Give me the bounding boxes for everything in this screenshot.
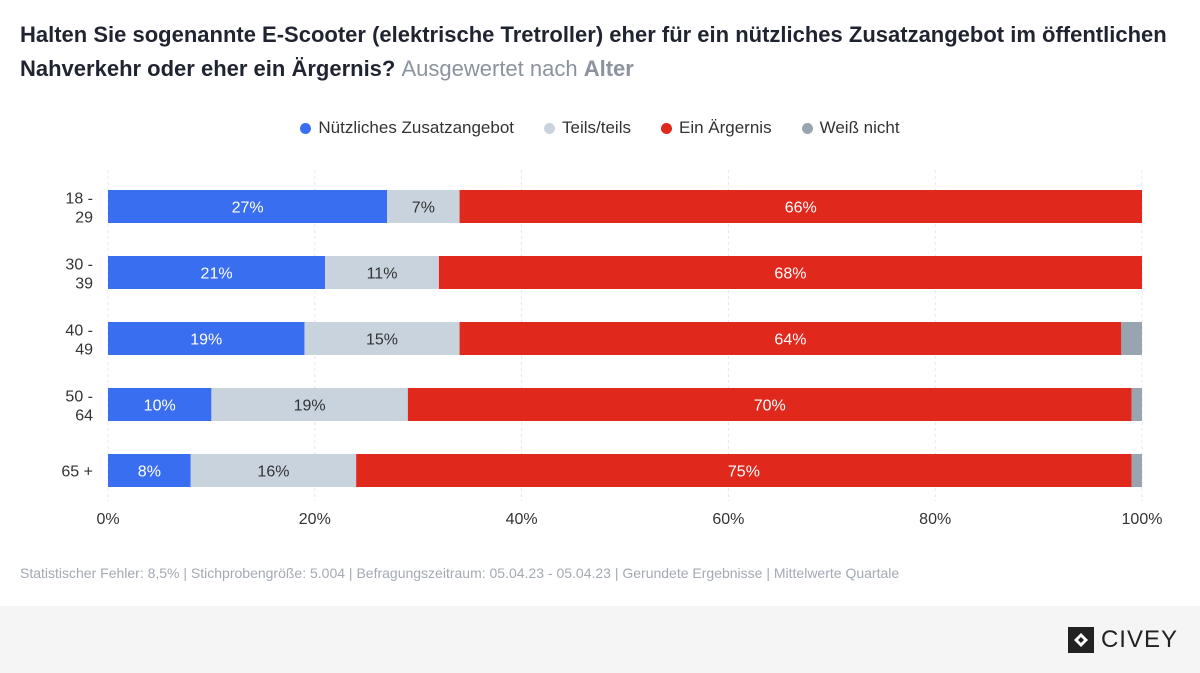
- category-label-line-3-0: 50 -: [65, 389, 93, 406]
- title-main: Halten Sie sogenannte E-Scooter (elektri…: [20, 22, 1167, 81]
- bar-segment-0-1[interactable]: [387, 190, 460, 223]
- category-label-line-0-0: 18 -: [65, 191, 93, 208]
- bar-segment-3-3[interactable]: [1131, 388, 1142, 421]
- brand-logo[interactable]: CIVEY: [1067, 626, 1178, 654]
- data-label-0-2: 66%: [785, 200, 817, 217]
- bar-segment-3-0[interactable]: [108, 388, 212, 421]
- x-tick-label-2: 40%: [506, 511, 538, 528]
- bar-row-1: 30 - 39 21% 11% 68%: [65, 256, 1142, 293]
- data-label-2-1: 15%: [366, 332, 398, 349]
- category-label-line-2-0: 40 -: [65, 323, 93, 340]
- bar-segment-1-0[interactable]: [108, 256, 326, 289]
- legend-label-2: Ein Ärgernis: [678, 118, 772, 137]
- legend-label-1: Teils/teils: [562, 118, 631, 137]
- data-label-4-1: 16%: [257, 464, 289, 481]
- legend-dot-3: [801, 122, 813, 134]
- bar-segment-2-1[interactable]: [304, 322, 460, 355]
- category-label-2: 40 - 49: [65, 323, 93, 359]
- x-tick-label-3: 60%: [712, 511, 744, 528]
- bar-row-2: 40 - 49 19% 15% 64%: [65, 322, 1142, 359]
- bar-row-0: 18 - 29 27% 7% 66%: [65, 190, 1142, 227]
- footnote: Statistischer Fehler: 8,5% | Stichproben…: [20, 565, 900, 581]
- category-label-4: 65 +: [61, 464, 93, 481]
- bar-segment-3-2[interactable]: [407, 388, 1132, 421]
- data-label-1-1: 11%: [367, 266, 398, 283]
- category-label-line-3-1: 64: [75, 408, 93, 425]
- x-axis-ticks: 0% 20% 40% 60% 80% 100%: [96, 511, 1162, 528]
- stacked-bar-chart: 0% 20% 40% 60% 80% 100% 18 - 29 27% 7% 66% 30 - 39 21…: [61, 170, 1162, 528]
- bar-segment-0-2[interactable]: [459, 190, 1142, 223]
- grid-lines: [107, 170, 1143, 501]
- category-label-line-2-1: 49: [75, 342, 93, 359]
- x-tick-label-5: 100%: [1122, 511, 1163, 528]
- data-label-3-1: 19%: [294, 398, 326, 415]
- legend-label-3: Weiß nicht: [819, 118, 900, 137]
- title-sub: Ausgewertet nach Alter: [401, 56, 633, 81]
- data-label-4-0: 8%: [138, 464, 161, 481]
- bar-segment-4-3[interactable]: [1131, 454, 1142, 487]
- bar-segment-4-1[interactable]: [190, 454, 357, 487]
- legend-dot-1: [544, 122, 556, 134]
- bar-segment-2-2[interactable]: [459, 322, 1122, 355]
- legend-item-1[interactable]: Teils/teils: [544, 118, 631, 138]
- legend-label-0: Nützliches Zusatzangebot: [318, 118, 515, 137]
- category-label-line-1-1: 39: [75, 276, 93, 293]
- civey-logo-icon: [1067, 627, 1094, 653]
- data-label-2-0: 19%: [190, 332, 222, 349]
- legend-dot-0: [300, 122, 312, 134]
- bar-row-4: 65 + 8% 16% 75%: [61, 454, 1142, 487]
- chart-title: Halten Sie sogenannte E-Scooter (elektri…: [20, 18, 1180, 86]
- bar-segment-4-0[interactable]: [108, 454, 191, 487]
- brand-name: CIVEY: [1100, 626, 1178, 653]
- data-label-4-2: 75%: [728, 464, 760, 481]
- data-label-0-0: 27%: [232, 200, 264, 217]
- bar-segment-1-1[interactable]: [325, 256, 439, 289]
- bar-segment-1-2[interactable]: [438, 256, 1142, 289]
- title-sub-prefix: Ausgewertet nach: [401, 56, 578, 81]
- bar-segment-2-3[interactable]: [1121, 322, 1142, 355]
- legend-item-3[interactable]: Weiß nicht: [801, 118, 900, 138]
- category-label-line-1-0: 30 -: [65, 257, 93, 274]
- footer-bar: CIVEY: [0, 606, 1200, 673]
- legend-item-2[interactable]: Ein Ärgernis: [660, 118, 772, 138]
- bar-segment-4-2[interactable]: [356, 454, 1132, 487]
- category-label-3: 50 - 64: [65, 389, 93, 425]
- bar-row-3: 50 - 64 10% 19% 70%: [65, 388, 1142, 425]
- x-tick-label-0: 0%: [96, 511, 119, 528]
- data-label-1-2: 68%: [774, 266, 806, 283]
- data-label-1-0: 21%: [201, 266, 233, 283]
- category-label-1: 30 - 39: [65, 257, 93, 293]
- chart-legend: Nützliches Zusatzangebot Teils/teils Ein Ä…: [0, 118, 1200, 138]
- data-label-3-2: 70%: [754, 398, 786, 415]
- category-label-0: 18 - 29: [65, 191, 93, 227]
- title-sub-bold: Alter: [583, 56, 634, 81]
- bar-segment-3-1[interactable]: [211, 388, 408, 421]
- x-tick-label-4: 80%: [919, 511, 951, 528]
- data-label-2-2: 64%: [774, 332, 806, 349]
- bar-segment-0-0[interactable]: [108, 190, 388, 223]
- legend-item-0[interactable]: Nützliches Zusatzangebot: [300, 118, 514, 138]
- data-label-0-1: 7%: [412, 200, 435, 217]
- legend-dot-2: [660, 122, 672, 134]
- data-label-3-0: 10%: [144, 398, 176, 415]
- category-label-line-0-1: 29: [75, 210, 93, 227]
- bar-segment-2-0[interactable]: [108, 322, 305, 355]
- x-tick-label-1: 20%: [299, 511, 331, 528]
